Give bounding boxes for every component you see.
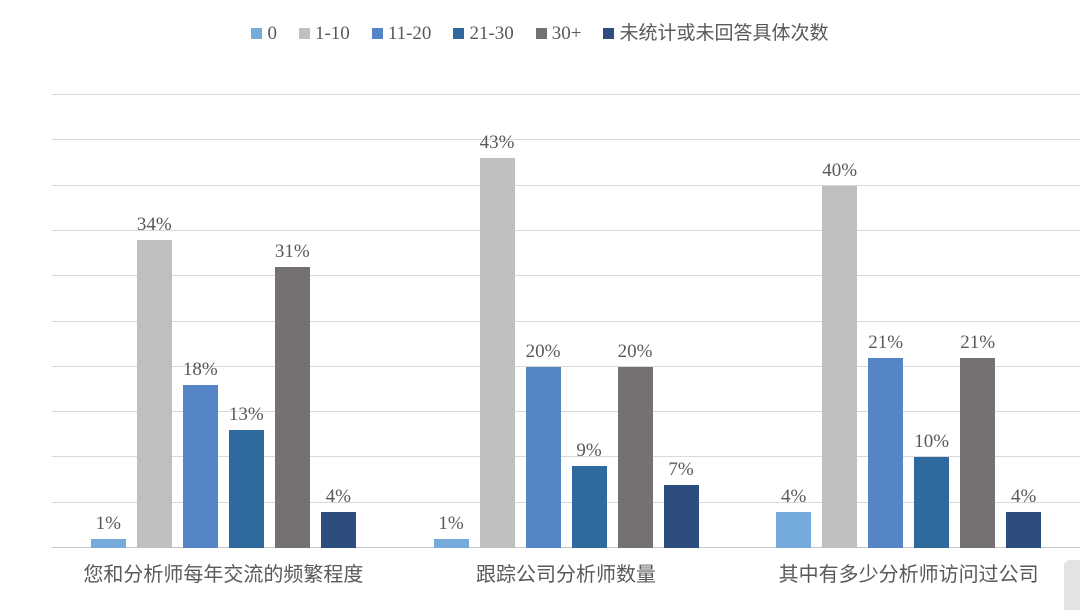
gridline: [52, 501, 1080, 503]
bar-value-label: 21%: [868, 331, 904, 353]
bar-value-label: 9%: [576, 440, 602, 462]
bar: 21%: [868, 333, 904, 548]
bar: 20%: [617, 342, 653, 548]
bar: 20%: [525, 342, 561, 548]
legend-label: 11-20: [387, 23, 432, 44]
legend-swatch-icon: [298, 28, 310, 39]
bar-value-label: 4%: [325, 485, 351, 507]
bar-value-label: 20%: [617, 340, 653, 362]
bar: 7%: [663, 460, 699, 548]
bar-value-label: 13%: [228, 404, 264, 426]
legend-item: 1-10: [298, 23, 350, 44]
gridline: [52, 94, 1080, 95]
legend-item: 11-20: [371, 23, 432, 44]
gridline: [52, 275, 1080, 277]
bar-groups: 1% 34% 18% 13% 31% 4% 1% 43% 20% 9% 20% 7% 4% 40% 21% 1…: [52, 95, 1080, 548]
bar: 9%: [571, 441, 607, 548]
bar: 18%: [182, 360, 218, 548]
bar-value-label: 21%: [960, 331, 996, 353]
legend-label: 21-30: [469, 23, 514, 44]
bar: 4%: [1006, 487, 1042, 548]
bar: 21%: [960, 333, 996, 548]
bar-value-label: 18%: [182, 358, 218, 380]
bar-value-label: 34%: [136, 213, 172, 235]
bar-value-label: 40%: [822, 159, 858, 181]
bar: 40%: [822, 161, 858, 548]
bar-value-label: 4%: [1011, 485, 1037, 507]
bar-value-label: 4%: [781, 485, 807, 507]
legend-swatch-icon: [251, 28, 263, 39]
category-label: 您和分析师每年交流的频繁程度: [83, 564, 364, 586]
bar-group: 1% 43% 20% 9% 20% 7%: [395, 95, 738, 548]
bar: 1%: [90, 514, 126, 548]
bar: 10%: [914, 432, 950, 548]
corner-artifact: [1064, 560, 1080, 610]
gridline: [52, 320, 1080, 322]
bar: 34%: [136, 215, 172, 548]
category-label: 其中有多少分析师访问过公司: [778, 564, 1039, 586]
legend-item: 21-30: [453, 23, 514, 44]
legend-item: 0: [251, 24, 277, 43]
gridline: [52, 411, 1080, 413]
bar-value-label: 7%: [668, 458, 694, 480]
gridline: [52, 229, 1080, 231]
bar-value-label: 31%: [274, 241, 310, 263]
bar-value-label: 10%: [914, 431, 950, 453]
legend-swatch-icon: [535, 28, 547, 39]
bar-value-label: 20%: [525, 340, 561, 362]
bar: 1%: [433, 514, 469, 548]
bar-value-label: 1%: [438, 512, 464, 534]
bar: 4%: [776, 487, 812, 548]
gridline: [52, 139, 1080, 141]
x-axis-line: [52, 547, 1080, 548]
legend-label: 1-10: [314, 23, 350, 44]
legend-swatch-icon: [371, 28, 383, 39]
legend-item: 未统计或未回答具体次数: [603, 23, 829, 44]
legend-item: 30+: [535, 23, 582, 44]
bar-group: 1% 34% 18% 13% 31% 4%: [52, 95, 395, 548]
bar: 4%: [320, 487, 356, 548]
bar: 31%: [274, 242, 310, 548]
legend-label: 未统计或未回答具体次数: [619, 23, 829, 44]
category-axis: 您和分析师每年交流的频繁程度 跟踪公司分析师数量 其中有多少分析师访问过公司: [52, 558, 1080, 587]
gridline: [52, 365, 1080, 367]
chart-legend: 0 1-10 11-20 21-30 30+ 未统计或未回答具体次数: [0, 24, 1080, 43]
bar-value-label: 1%: [95, 512, 121, 534]
bar-group: 4% 40% 21% 10% 21% 4%: [737, 95, 1080, 548]
legend-swatch-icon: [453, 28, 465, 39]
legend-label: 30+: [551, 23, 582, 44]
bar-value-label: 43%: [479, 132, 515, 154]
legend-label: 0: [267, 23, 277, 44]
plot-area: 1% 34% 18% 13% 31% 4% 1% 43% 20% 9% 20% 7% 4% 40% 21% 1…: [52, 94, 1080, 548]
gridline: [52, 456, 1080, 458]
legend-swatch-icon: [603, 28, 615, 39]
category-label: 跟踪公司分析师数量: [476, 564, 656, 586]
bar: 43%: [479, 133, 515, 548]
gridline: [52, 184, 1080, 186]
bar: 13%: [228, 405, 264, 548]
